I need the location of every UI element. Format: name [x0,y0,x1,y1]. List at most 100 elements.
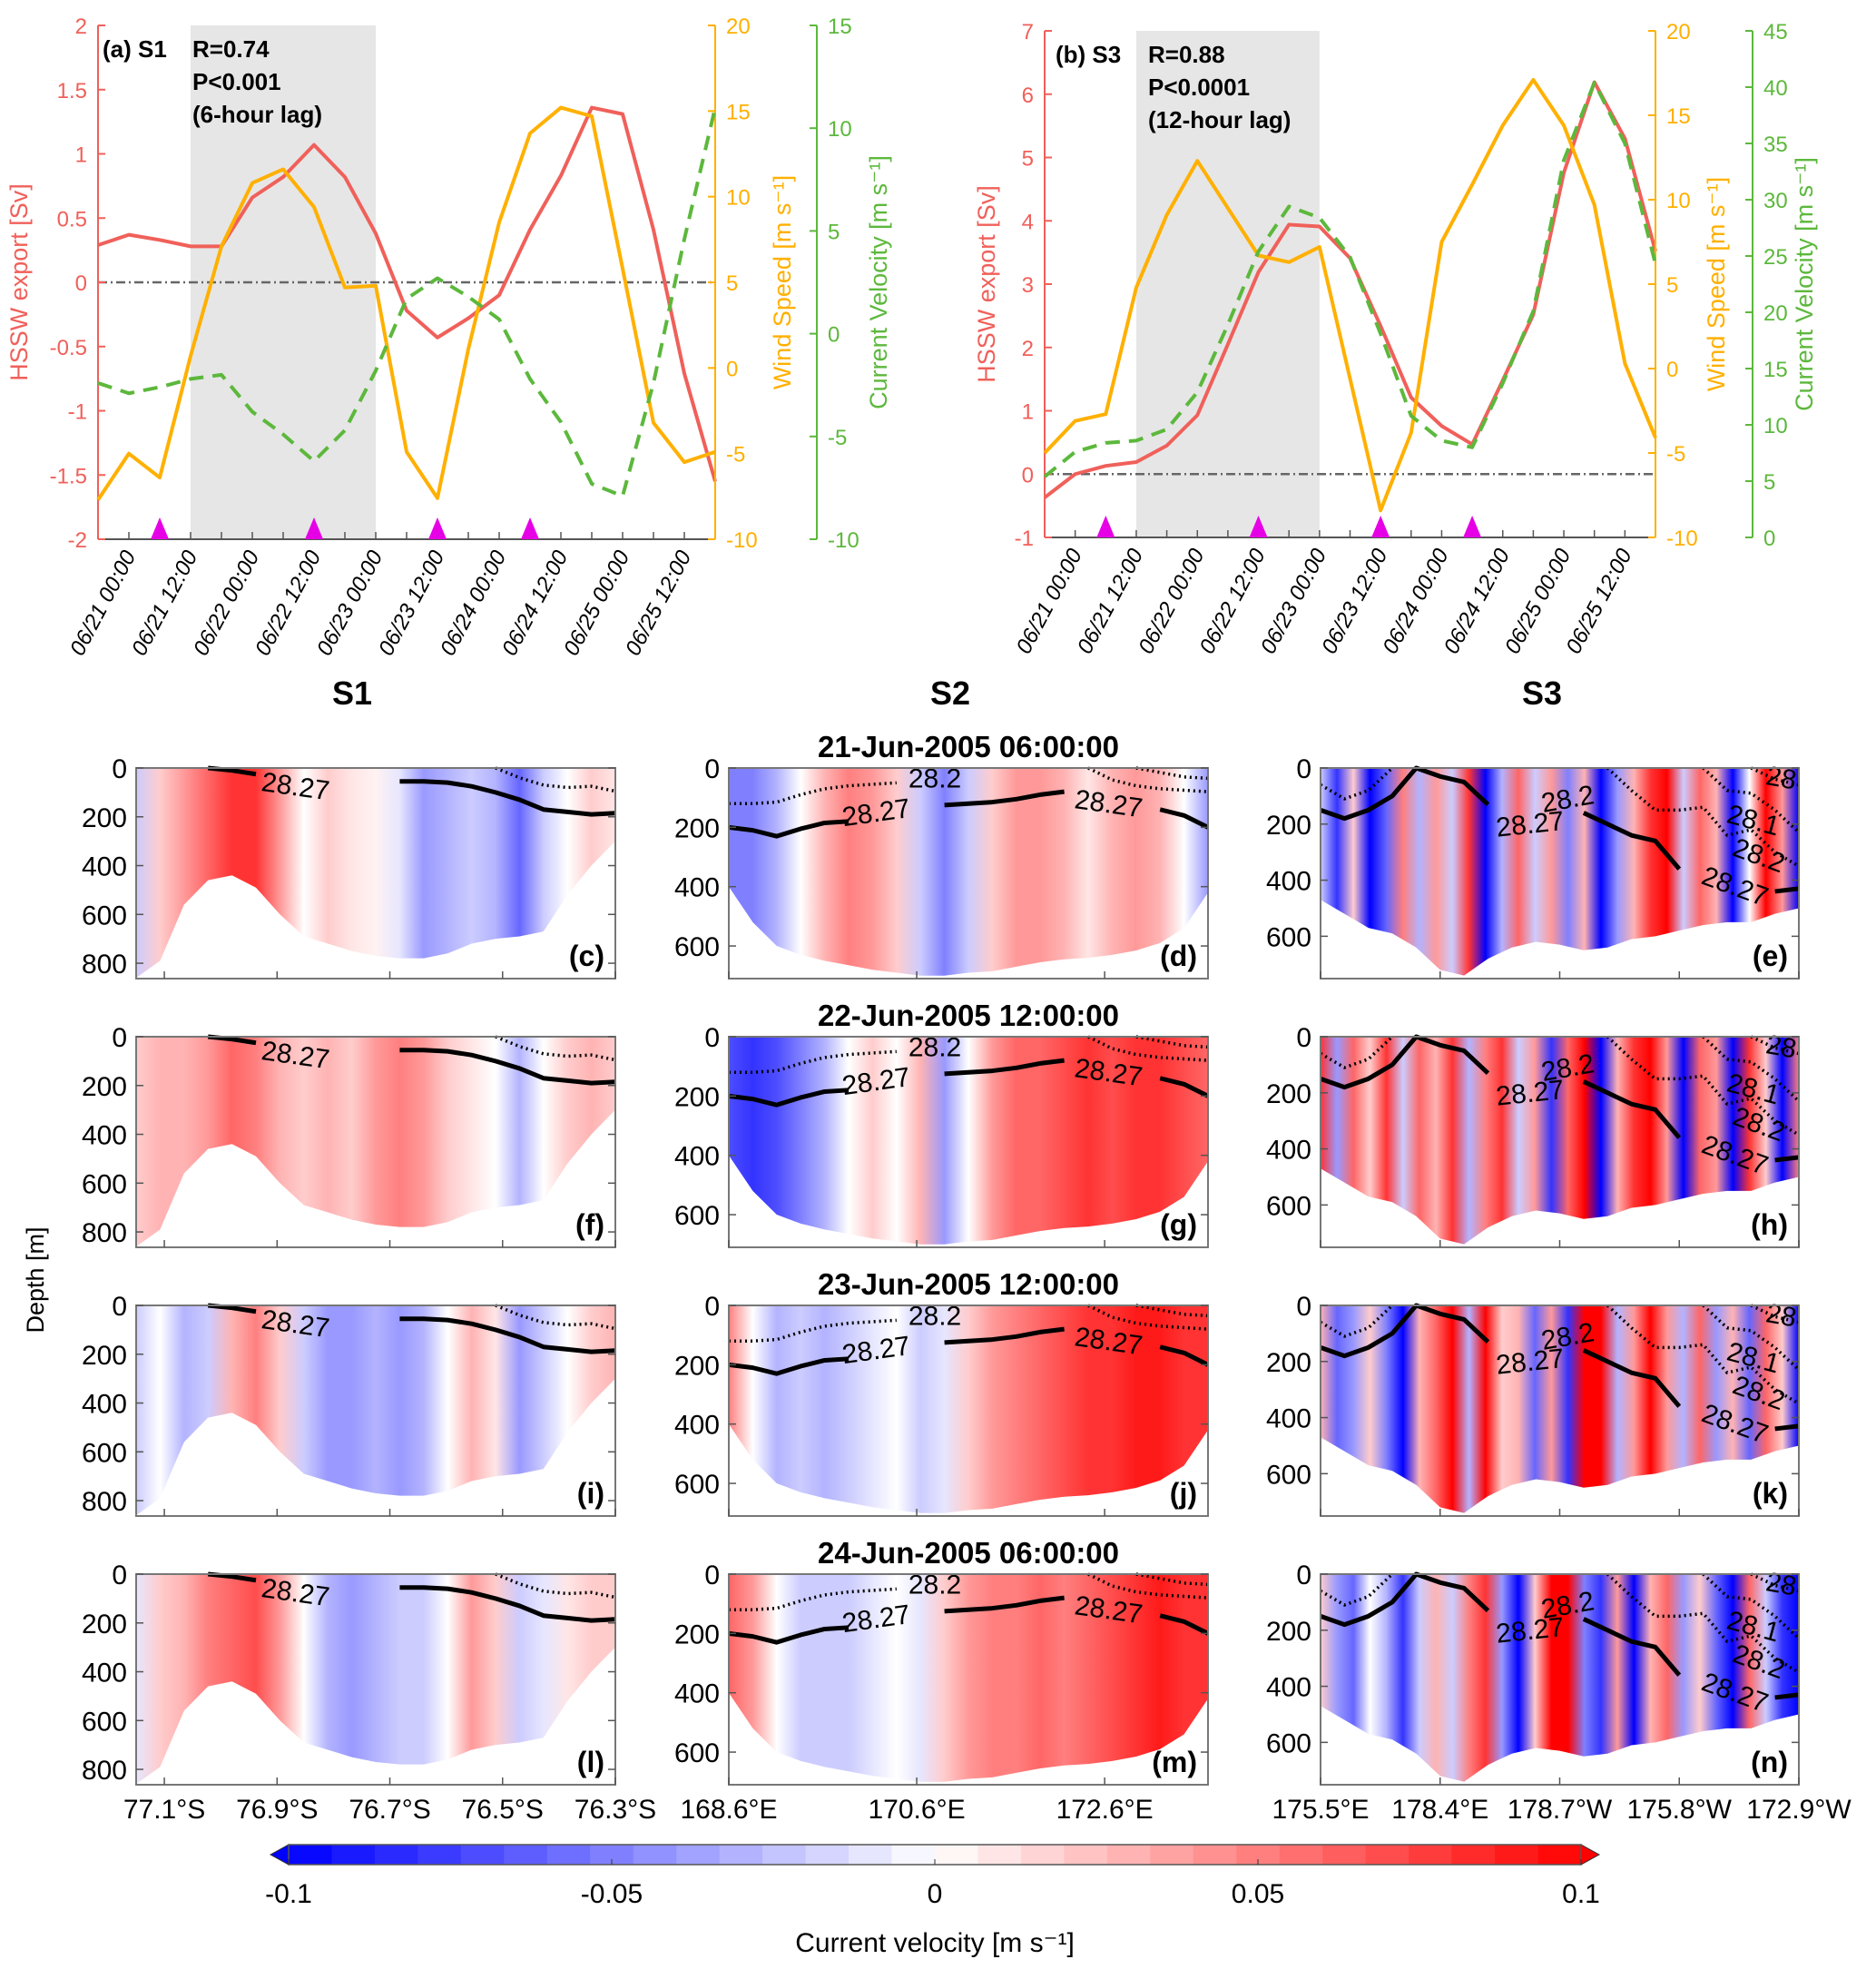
y-tick-label: 0 [1022,463,1034,487]
density-contour-28-27 [1774,1155,1800,1163]
y-tick-label: 15 [1763,358,1788,382]
x-tick-label: 76.3°S [575,1795,656,1825]
velocity-field [136,768,615,979]
colorbar-level [331,1845,376,1865]
depth-tick-label: 400 [1266,1136,1311,1166]
density-contour-28-27 [944,1595,1065,1614]
density-contour-28-27 [1320,765,1490,822]
depth-tick-label: 0 [704,1561,720,1590]
depth-tick-label: 800 [82,1218,127,1248]
density-contour-28-2 [1087,1572,1209,1600]
depth-tick-label: 600 [674,932,720,962]
panel-letter: (c) [569,940,604,972]
density-contour-28-27 [1582,1079,1682,1139]
y-tick-label: 6 [1022,84,1034,108]
colorbar-level [676,1845,721,1865]
panel-letter: (h) [1751,1208,1788,1241]
colorbar-level [374,1845,418,1865]
stat-annotation: P<0.0001 [1148,74,1250,101]
density-contour-28-27 [399,1316,616,1354]
density-contour-28-27 [1320,1571,1490,1628]
density-contour-28-27 [728,1356,850,1376]
x-tick-label: 77.1°S [123,1795,205,1825]
y-axis-label-2: Current Velocity [m s⁻¹] [1791,157,1818,411]
depth-tick-label: 400 [1266,867,1311,897]
depth-tick-label: 600 [674,1201,720,1231]
stat-annotation: (12-hour lag) [1148,106,1291,133]
x-tick-label: 178.4°E [1391,1795,1488,1825]
contour-label: 28 [1763,1567,1799,1601]
y-tick-label: 5 [1666,273,1678,298]
colorbar-tick-label: 0.1 [1562,1879,1600,1909]
depth-tick-label: 0 [112,1292,127,1322]
colorbar-level [460,1845,505,1865]
density-contour-28-2 [729,1587,897,1611]
y-tick-label: -1.5 [50,464,87,488]
density-contour-28-27 [1159,807,1210,830]
colorbar-level [590,1845,634,1865]
y-tick-label: -5 [828,426,847,450]
depth-tick-label: 200 [82,1610,127,1639]
y-tick-label: 20 [1666,20,1691,44]
density-contour-28-27 [1320,1034,1490,1090]
density-contour-28-2 [1135,1035,1209,1049]
panel-letter: (g) [1160,1208,1197,1241]
panel-frame [135,1036,616,1248]
station-header: S1 [332,674,372,712]
depth-tick-label: 400 [82,1390,127,1420]
depth-tick-label: 0 [704,1023,720,1053]
colorbar-tick-label: 0 [928,1879,943,1909]
y-tick-label: 0 [1763,527,1775,551]
depth-tick-label: 600 [1266,1728,1311,1758]
depth-tick-label: 200 [1266,1348,1311,1378]
density-contour-28-27 [1582,811,1682,871]
y-tick-label: 0 [75,271,87,296]
depth-tick-label: 200 [82,803,127,833]
y-tick-label: 5 [828,220,840,244]
density-contour-28-27 [1774,1692,1800,1700]
panel-letter: (e) [1753,940,1788,972]
y-tick-label: 7 [1022,20,1034,44]
y-tick-label: 20 [726,15,751,39]
depth-tick-label: 200 [82,1341,127,1371]
density-contour-28-27 [399,1048,616,1086]
depth-tick-label: 200 [674,1620,720,1649]
depth-tick-label: 0 [1296,754,1311,784]
depth-tick-label: 800 [82,1756,127,1786]
density-contour-28-1 [1702,1035,1801,1103]
event-marker-triangle [1249,516,1268,537]
density-contour-28-27 [1582,1348,1682,1408]
depth-tick-label: 400 [82,1121,127,1151]
y-tick-label: -5 [1666,442,1685,467]
contour-label: 28.27 [1495,806,1566,843]
y-tick-label: 10 [726,186,751,211]
depth-tick-label: 400 [674,873,720,903]
y-tick-label: -10 [828,528,859,553]
y-tick-label: 5 [726,271,738,296]
colorbar-level [1322,1845,1367,1865]
y-tick-label: 15 [1666,104,1691,129]
colorbar-level [1064,1845,1108,1865]
y-tick-label: 30 [1763,189,1788,213]
x-tick-label: 76.9°S [236,1795,318,1825]
panel-letter: (i) [577,1477,604,1510]
panel-letter: (j) [1170,1477,1197,1510]
stat-annotation: R=0.88 [1148,41,1225,68]
depth-tick-label: 0 [1296,1292,1311,1322]
y-tick-label: 2 [1022,337,1034,361]
colorbar-level [1409,1845,1453,1865]
y-tick-label: 0 [828,323,840,348]
depth-tick-label: 400 [1266,1673,1311,1703]
x-tick-label: 76.5°S [462,1795,544,1825]
y-tick-label: 0 [1666,358,1678,382]
colorbar-label: Current velocity [m s⁻¹] [795,1928,1075,1958]
panel-frame [728,1573,1209,1786]
y-tick-label: 10 [1763,414,1788,438]
y-tick-label: -2 [68,528,87,553]
depth-tick-label: 600 [82,1707,127,1737]
